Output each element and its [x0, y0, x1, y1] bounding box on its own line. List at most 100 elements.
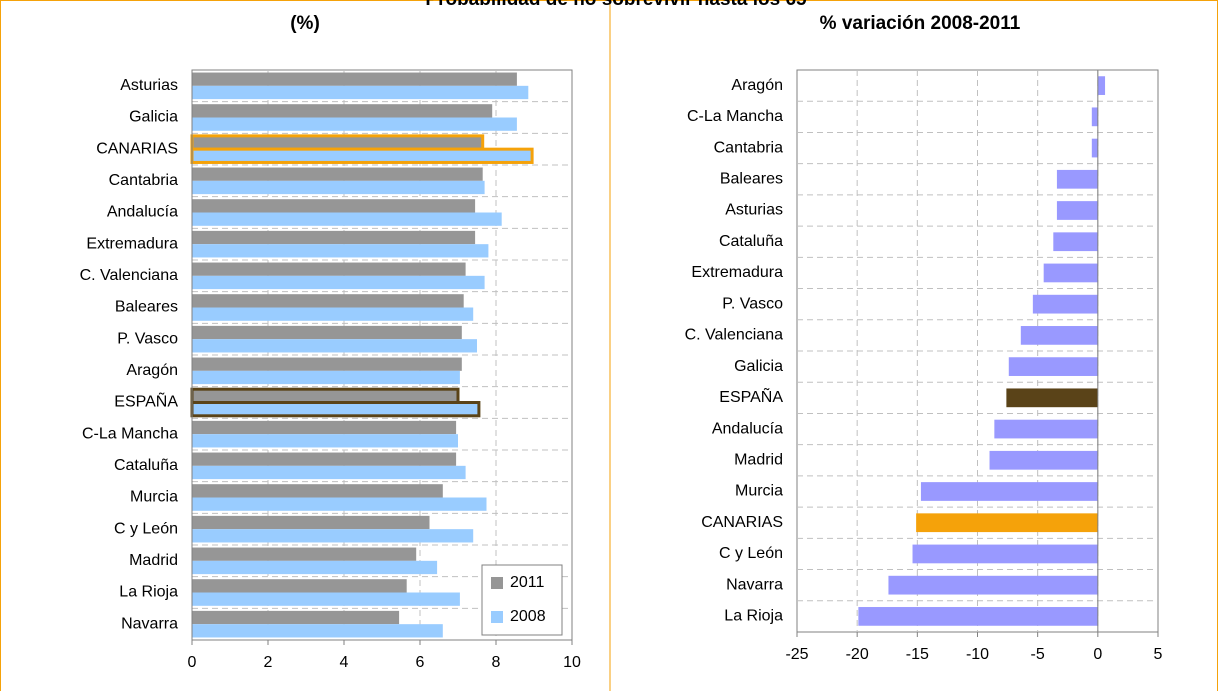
bar	[1053, 232, 1098, 252]
bar	[192, 339, 477, 353]
y-tick-label: C y León	[719, 545, 783, 562]
bar	[192, 579, 407, 593]
y-tick-label: Asturias	[120, 77, 178, 94]
y-tick-label: Galicia	[129, 109, 178, 126]
y-tick-label: Cataluña	[719, 233, 783, 250]
y-tick-label: C. Valenciana	[685, 327, 784, 344]
page-title: Probabilidad de no sobrevivir hasta los …	[425, 0, 807, 10]
x-tick-label: -10	[966, 646, 989, 663]
chart-title: (%)	[290, 13, 320, 34]
bar	[192, 420, 457, 435]
legend-swatch	[491, 577, 503, 589]
y-tick-label: La Rioja	[724, 608, 783, 625]
y-tick-label: ESPAÑA	[114, 391, 178, 411]
bar	[1091, 107, 1098, 127]
y-tick-label: P. Vasco	[117, 330, 178, 347]
y-tick-label: C y León	[114, 520, 178, 537]
x-tick-label: 10	[563, 654, 581, 671]
y-tick-label: Baleares	[115, 299, 178, 316]
x-tick-label: 4	[340, 654, 349, 671]
y-tick-label: Murcia	[735, 483, 783, 500]
bar	[1056, 201, 1098, 220]
chart-title: % variación 2008-2011	[820, 13, 1021, 34]
bar	[192, 167, 483, 181]
x-tick-label: 0	[188, 654, 197, 671]
bar	[1020, 326, 1098, 345]
legend-label: 2008	[510, 608, 546, 625]
bar	[190, 401, 481, 418]
y-tick-label: Cantabria	[714, 139, 783, 156]
bar	[1006, 388, 1098, 408]
y-tick-label: La Rioja	[119, 584, 178, 601]
y-tick-label: CANARIAS	[701, 514, 783, 531]
bar	[192, 592, 460, 606]
bar	[192, 452, 457, 466]
x-tick-label: -20	[846, 646, 869, 663]
legend-label: 2011	[510, 574, 545, 591]
x-tick-label: -25	[785, 646, 808, 663]
y-tick-label: Galicia	[734, 358, 783, 375]
bar	[994, 419, 1098, 439]
bar	[1043, 263, 1098, 283]
y-tick-label: Baleares	[720, 170, 783, 187]
y-tick-label: Andalucía	[107, 204, 178, 221]
bar	[192, 72, 517, 86]
y-tick-label: CANARIAS	[96, 140, 178, 157]
y-tick-label: Extremadura	[691, 264, 783, 281]
y-tick-label: ESPAÑA	[719, 386, 783, 406]
y-tick-label: Cantabria	[109, 172, 178, 189]
y-tick-label: Madrid	[734, 451, 783, 468]
bar	[1097, 76, 1106, 95]
x-tick-label: 0	[1093, 646, 1102, 663]
x-tick-label: 6	[416, 654, 425, 671]
y-tick-label: C. Valenciana	[80, 267, 179, 284]
bar	[190, 147, 534, 164]
bar	[192, 275, 485, 290]
bar	[989, 450, 1098, 470]
bar	[192, 117, 517, 131]
y-tick-label: Cataluña	[114, 457, 178, 474]
bar	[1008, 357, 1098, 376]
x-tick-label: 8	[492, 654, 501, 671]
legend-swatch	[491, 611, 503, 623]
y-tick-label: Extremadura	[86, 235, 178, 252]
bar	[192, 624, 443, 638]
bar	[192, 434, 458, 448]
bar	[192, 497, 487, 511]
bar	[192, 370, 460, 385]
bar	[192, 357, 462, 371]
legend	[481, 564, 563, 636]
y-tick-label: C-La Mancha	[82, 425, 178, 442]
x-tick-label: 5	[1154, 646, 1163, 663]
bar	[192, 104, 493, 118]
y-tick-label: P. Vasco	[722, 295, 783, 312]
bar	[920, 482, 1098, 501]
bar	[190, 134, 485, 151]
bar	[1032, 294, 1098, 314]
bar	[192, 465, 466, 480]
y-tick-label: Asturias	[725, 202, 783, 219]
bar	[192, 610, 400, 625]
y-tick-label: Aragón	[126, 362, 178, 379]
bar	[192, 180, 485, 195]
bar	[912, 544, 1098, 564]
bar	[192, 515, 430, 530]
bar	[192, 294, 464, 308]
y-tick-label: Murcia	[130, 489, 178, 506]
bar	[192, 307, 474, 321]
x-tick-label: 2	[264, 654, 273, 671]
bar	[190, 387, 460, 405]
x-tick-label: -5	[1031, 646, 1045, 663]
y-tick-label: C-La Mancha	[687, 108, 783, 125]
bar	[192, 547, 417, 561]
x-tick-label: -15	[906, 646, 929, 663]
bar	[192, 325, 462, 340]
y-tick-label: Andalucía	[712, 420, 783, 437]
bar	[192, 212, 502, 226]
bar	[192, 484, 443, 498]
bar	[1056, 169, 1098, 189]
bar	[916, 513, 1098, 533]
bar	[858, 607, 1098, 626]
